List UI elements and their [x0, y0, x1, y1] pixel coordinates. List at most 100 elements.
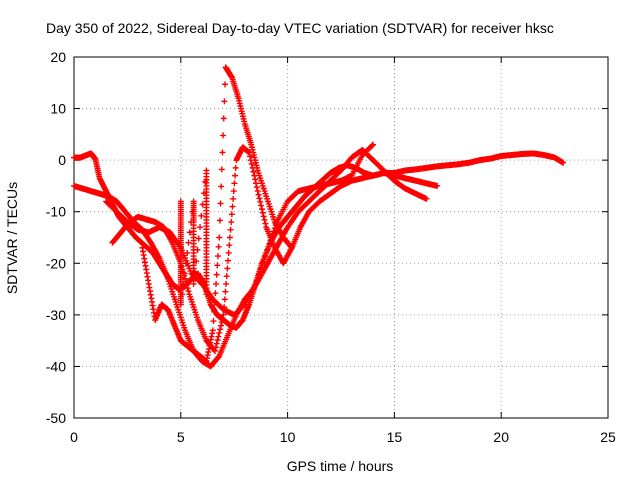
trace-point	[255, 271, 262, 278]
trace-point	[267, 237, 274, 244]
trace-point	[214, 262, 221, 269]
trace-point	[212, 290, 219, 297]
trace-point	[214, 337, 221, 344]
trace-point	[257, 198, 264, 205]
trace-point	[226, 242, 233, 249]
trace-point	[220, 132, 227, 139]
x-tick-label: 25	[600, 429, 616, 445]
x-axis-title: GPS time / hours	[287, 458, 394, 474]
trace-point	[260, 259, 267, 266]
trace-point	[261, 256, 268, 263]
data-point	[434, 182, 441, 189]
trace-point	[211, 308, 218, 315]
trace-point	[231, 180, 238, 187]
trace-point	[210, 318, 217, 325]
trace-point	[255, 191, 262, 198]
trace-point	[213, 280, 220, 287]
trace-point	[182, 275, 189, 282]
y-tick-label: -20	[46, 255, 66, 271]
trace-point	[250, 168, 257, 175]
data-point	[263, 249, 270, 256]
y-tick-label: -10	[46, 204, 66, 220]
trace-point	[215, 333, 222, 340]
data-points	[71, 64, 567, 370]
trace-point	[195, 235, 202, 242]
trace-point	[193, 258, 200, 265]
trace-point	[221, 98, 228, 105]
x-ticks: 0 5 10 15 20 25	[70, 57, 616, 445]
trace-point	[217, 200, 224, 207]
trace-point	[254, 274, 261, 281]
trace-point	[222, 81, 229, 88]
data-point	[423, 195, 430, 202]
trace-point	[262, 253, 269, 260]
data-point	[177, 301, 184, 308]
data-point	[560, 159, 567, 166]
trace-point	[227, 226, 234, 233]
trace-point	[223, 273, 230, 280]
trace-point	[257, 265, 264, 272]
data-point	[211, 347, 218, 354]
plot-frame	[73, 56, 609, 419]
x-tick-label: 15	[387, 429, 403, 445]
trace-point	[256, 268, 263, 275]
trace-point	[258, 202, 265, 209]
trace-point	[180, 280, 187, 287]
trace-point	[216, 329, 223, 336]
trace-point	[240, 302, 247, 309]
trace-point	[256, 195, 263, 202]
trace-point	[229, 203, 236, 210]
trace-point	[268, 234, 275, 241]
trace-point	[262, 220, 269, 227]
trace-point	[218, 166, 225, 173]
data-point	[252, 280, 259, 287]
y-tick-label: 20	[50, 49, 66, 65]
trace-point	[185, 288, 192, 295]
trace-point	[212, 344, 219, 351]
trace-point	[183, 281, 190, 288]
trace-point	[261, 216, 268, 223]
trace-point	[218, 319, 225, 326]
trace-point	[184, 249, 191, 256]
trace-point	[253, 184, 260, 191]
trace-point	[252, 176, 259, 183]
trace-point	[288, 243, 295, 250]
trace-point	[225, 249, 232, 256]
x-tick-label: 20	[493, 429, 509, 445]
data-point	[220, 311, 227, 318]
data-point	[209, 327, 216, 334]
trace-point	[222, 288, 229, 295]
y-tick-label: -30	[46, 307, 66, 323]
trace-point	[215, 243, 222, 250]
trace-point	[216, 217, 223, 224]
y-ticks: -50 -40 -30 -20 -10 0 10 20	[46, 49, 608, 426]
trace-point	[217, 326, 224, 333]
data-point	[190, 280, 197, 287]
trace-point	[219, 149, 226, 156]
data-point	[216, 234, 223, 241]
trace-point	[217, 322, 224, 329]
data-point	[288, 244, 295, 251]
trace-point	[221, 296, 228, 303]
trace-point	[264, 246, 271, 253]
y-tick-label: -40	[46, 358, 66, 374]
trace-point	[271, 225, 278, 232]
trace-point	[269, 231, 276, 238]
trace-point	[224, 265, 231, 272]
trace-point	[266, 240, 273, 247]
trace-point	[181, 270, 188, 277]
trace-point	[232, 164, 239, 171]
y-axis-title: SDTVAR / TECUs	[4, 182, 20, 294]
trace-point	[230, 195, 237, 202]
trace-point	[198, 212, 205, 219]
trace-point	[248, 161, 255, 168]
trace-point	[260, 213, 267, 220]
trace-point	[228, 219, 235, 226]
trace-point	[253, 277, 260, 284]
trace-point	[220, 115, 227, 122]
trace-point	[219, 315, 226, 322]
trace-point	[191, 269, 198, 276]
trace-point	[194, 246, 201, 253]
